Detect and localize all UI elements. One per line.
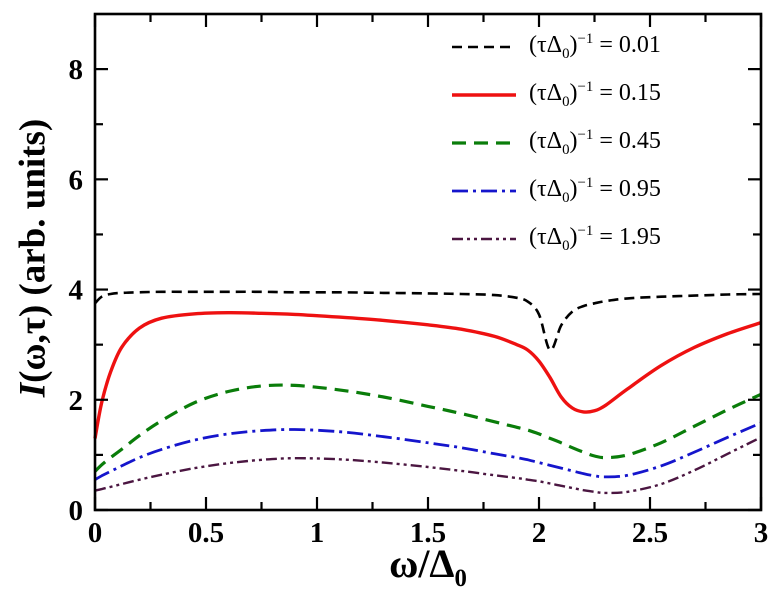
series-line-0.15 xyxy=(93,310,762,439)
x-tick-label: 2.5 xyxy=(632,517,668,549)
series-line-0.45 xyxy=(93,383,762,473)
legend-item: (τΔ0)−1 = 1.95 xyxy=(452,222,661,256)
y-tick-label: 4 xyxy=(69,275,84,307)
x-axis-label-subscript: 0 xyxy=(454,565,467,592)
legend-label: (τΔ0)−1 = 0.01 xyxy=(529,31,661,62)
x-axis-label: ω/Δ0 xyxy=(95,541,761,593)
y-axis-label-symbol: I xyxy=(12,382,54,398)
legend-label: (τΔ0)−1 = 0.95 xyxy=(529,175,661,206)
legend-item: (τΔ0)−1 = 0.15 xyxy=(452,78,661,112)
y-tick-label: 0 xyxy=(69,495,84,527)
x-tick-label: 1 xyxy=(310,517,325,549)
legend-line-sample xyxy=(452,237,516,241)
legend-item: (τΔ0)−1 = 0.95 xyxy=(452,174,661,208)
y-tick-label: 8 xyxy=(69,54,84,86)
legend: (τΔ0)−1 = 0.01 (τΔ0)−1 = 0.15 (τΔ0)−1 = 0.… xyxy=(452,30,661,256)
series-line-1.95 xyxy=(94,436,762,495)
x-axis-label-symbol: ω/Δ xyxy=(389,541,455,586)
x-tick-label: 0 xyxy=(88,517,103,549)
x-tick-label: 3 xyxy=(754,517,769,549)
legend-line-sample xyxy=(452,141,516,145)
legend-label: (τΔ0)−1 = 0.15 xyxy=(529,79,661,110)
series-line-0.95 xyxy=(94,421,762,481)
legend-line-sample xyxy=(452,189,516,193)
y-axis-label: I(ω,τ) (arb. units) xyxy=(12,119,55,397)
legend-item: (τΔ0)−1 = 0.45 xyxy=(452,126,661,160)
y-axis-label-rest: (ω,τ) (arb. units) xyxy=(12,118,54,383)
legend-line-sample xyxy=(452,45,516,49)
y-tick-label: 2 xyxy=(69,385,84,417)
x-tick-label: 2 xyxy=(532,517,547,549)
legend-item: (τΔ0)−1 = 0.01 xyxy=(452,30,661,64)
legend-label: (τΔ0)−1 = 1.95 xyxy=(529,223,661,254)
legend-label: (τΔ0)−1 = 0.45 xyxy=(529,127,661,158)
x-tick-label: 0.5 xyxy=(188,517,224,549)
series-line-0.01 xyxy=(94,290,762,352)
plot-frame xyxy=(93,12,763,512)
x-tick-label: 1.5 xyxy=(410,517,446,549)
legend-line-sample xyxy=(452,93,516,97)
y-tick-label: 6 xyxy=(69,164,84,196)
